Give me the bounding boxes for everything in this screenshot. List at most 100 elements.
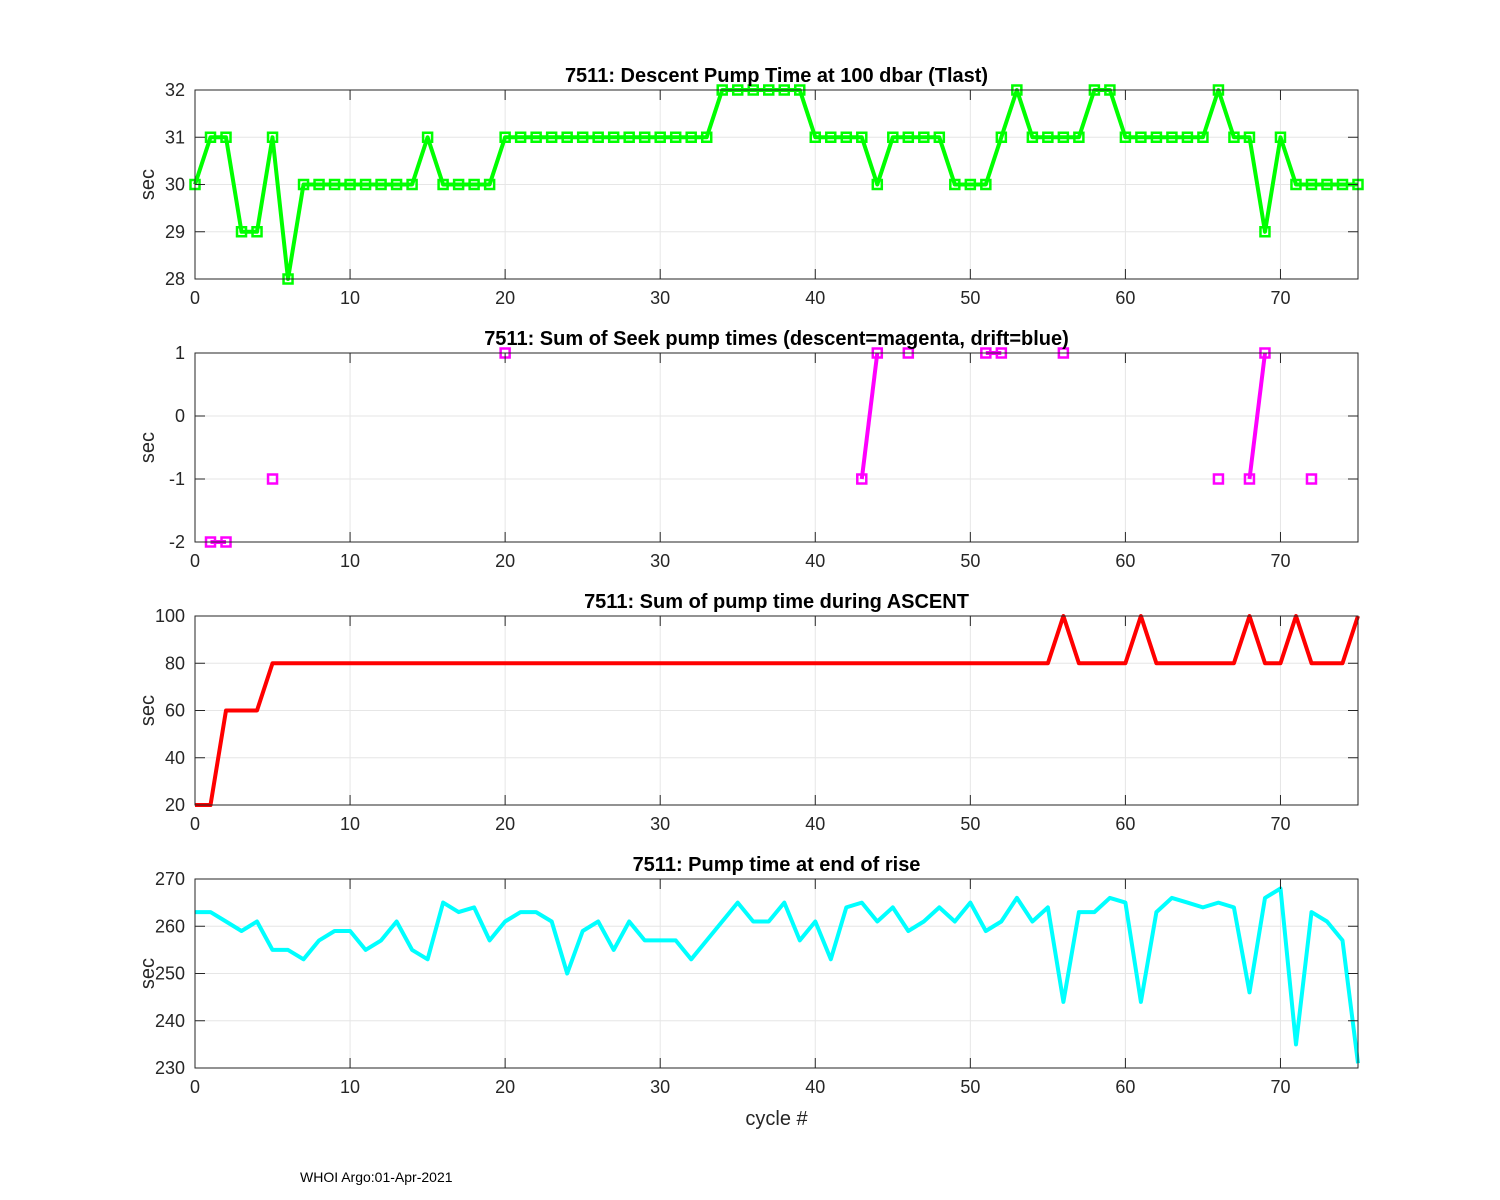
y-tick-label: 270 [155, 869, 185, 889]
data-point-marker [421, 131, 434, 143]
x-tick-label: 40 [805, 551, 825, 571]
data-point-marker [592, 131, 604, 143]
data-point-marker [499, 131, 511, 143]
series-line [859, 352, 880, 480]
x-tick-label: 20 [495, 551, 515, 571]
data-point-marker [856, 473, 868, 485]
x-tick-label: 40 [805, 814, 825, 834]
y-tick-label: 28 [165, 269, 185, 289]
y-tick-label: 260 [155, 916, 185, 936]
data-point-marker [297, 178, 310, 191]
data-point-marker [1150, 131, 1163, 143]
data-point-marker [685, 131, 697, 143]
y-tick-label: 80 [165, 653, 185, 673]
data-point-marker [1057, 131, 1070, 143]
y-tick-label: 29 [165, 222, 185, 242]
panel-seek-pump-times: 0 10 20 30 40 50 60 70 -2 -1 0 1 7511: Sum of Seek p… [137, 328, 1359, 571]
data-point-marker [483, 178, 496, 191]
data-point-marker [437, 178, 449, 191]
data-point-marker [530, 131, 542, 143]
x-tick-label: 0 [190, 814, 200, 834]
data-point-marker [1042, 131, 1054, 143]
x-tick-label: 40 [805, 1077, 825, 1097]
x-tick-label: 50 [960, 288, 980, 308]
data-point-marker [235, 226, 248, 238]
data-point-marker [1119, 131, 1132, 143]
data-point-marker [204, 131, 217, 143]
data-point-marker [375, 178, 387, 191]
chart-title: 7511: Sum of pump time during ASCENT [584, 591, 969, 613]
x-tick-label: 40 [805, 288, 825, 308]
data-point-marker [654, 131, 666, 143]
x-tick-label: 30 [650, 814, 670, 834]
y-tick-label: -2 [169, 532, 185, 552]
data-point-marker [918, 131, 930, 143]
x-tick-label: 50 [960, 1077, 980, 1097]
y-tick-label: 100 [155, 606, 185, 626]
x-tick-label: 10 [340, 814, 360, 834]
data-point-marker [1259, 226, 1271, 238]
y-tick-label: 20 [165, 795, 185, 815]
series-line [195, 886, 1360, 1064]
panel-end-of-rise-pump-time: 0 10 20 30 40 50 60 70 230 240 250 260 270 7511: Pump… [137, 854, 1360, 1130]
y-axis-label: sec [137, 958, 159, 989]
y-tick-label: 230 [155, 1058, 185, 1078]
chart-title: 7511: Pump time at end of rise [633, 854, 921, 876]
data-point-marker [406, 178, 418, 191]
axes-box [194, 352, 1359, 543]
data-point-marker [840, 131, 853, 143]
series-line [195, 614, 1360, 807]
data-point-marker [1274, 131, 1287, 143]
data-point-marker [995, 131, 1008, 143]
x-tick-label: 70 [1270, 288, 1290, 308]
data-point-marker [825, 131, 837, 143]
data-point-marker [1243, 473, 1256, 485]
y-tick-label: 1 [175, 343, 185, 363]
x-tick-label: 60 [1115, 551, 1135, 571]
data-point-marker [561, 131, 573, 143]
data-point-marker [1336, 178, 1349, 191]
y-axis-label: sec [137, 695, 159, 726]
data-point-marker [1212, 473, 1225, 485]
plot-background [195, 353, 1358, 542]
data-point-marker [220, 131, 232, 143]
data-point-marker [902, 131, 915, 143]
y-tick-label: 60 [165, 701, 185, 721]
data-point-marker [545, 131, 558, 143]
x-tick-label: 60 [1115, 1077, 1135, 1097]
data-point-marker [1073, 131, 1085, 143]
data-point-marker [328, 178, 341, 191]
x-tick-label: 20 [495, 814, 515, 834]
data-point-marker [949, 178, 961, 191]
data-point-marker [1135, 131, 1147, 143]
data-point-marker [933, 131, 946, 143]
data-point-marker [871, 178, 884, 191]
x-tick-label: 10 [340, 551, 360, 571]
data-point-marker [251, 226, 263, 238]
data-point-marker [980, 178, 992, 191]
data-point-marker [1305, 178, 1318, 191]
y-axis-label: sec [137, 169, 159, 200]
series-line [1247, 352, 1267, 480]
x-tick-label: 10 [340, 1077, 360, 1097]
data-point-marker [390, 178, 403, 191]
data-point-marker [468, 178, 480, 191]
x-tick-label: 50 [960, 551, 980, 571]
data-point-marker [359, 178, 372, 191]
data-point-marker [856, 131, 868, 143]
y-tick-label: 0 [175, 406, 185, 426]
data-point-marker [638, 131, 651, 143]
panel-descent-pump-time: 0 10 20 30 40 50 60 70 28 29 30 31 32 7511: Descent P… [137, 65, 1364, 308]
data-point-marker [1290, 178, 1302, 191]
x-tick-label: 50 [960, 814, 980, 834]
chart-title: 7511: Sum of Seek pump times (descent=ma… [484, 328, 1069, 350]
x-tick-label: 60 [1115, 814, 1135, 834]
data-point-marker [1243, 131, 1256, 143]
footer-credit: WHOI Argo:01-Apr-2021 [300, 1169, 453, 1185]
x-tick-label: 70 [1270, 814, 1290, 834]
x-tick-label: 0 [190, 288, 200, 308]
data-point-marker [266, 131, 279, 143]
data-point-marker [964, 178, 977, 191]
data-point-marker [514, 131, 527, 143]
